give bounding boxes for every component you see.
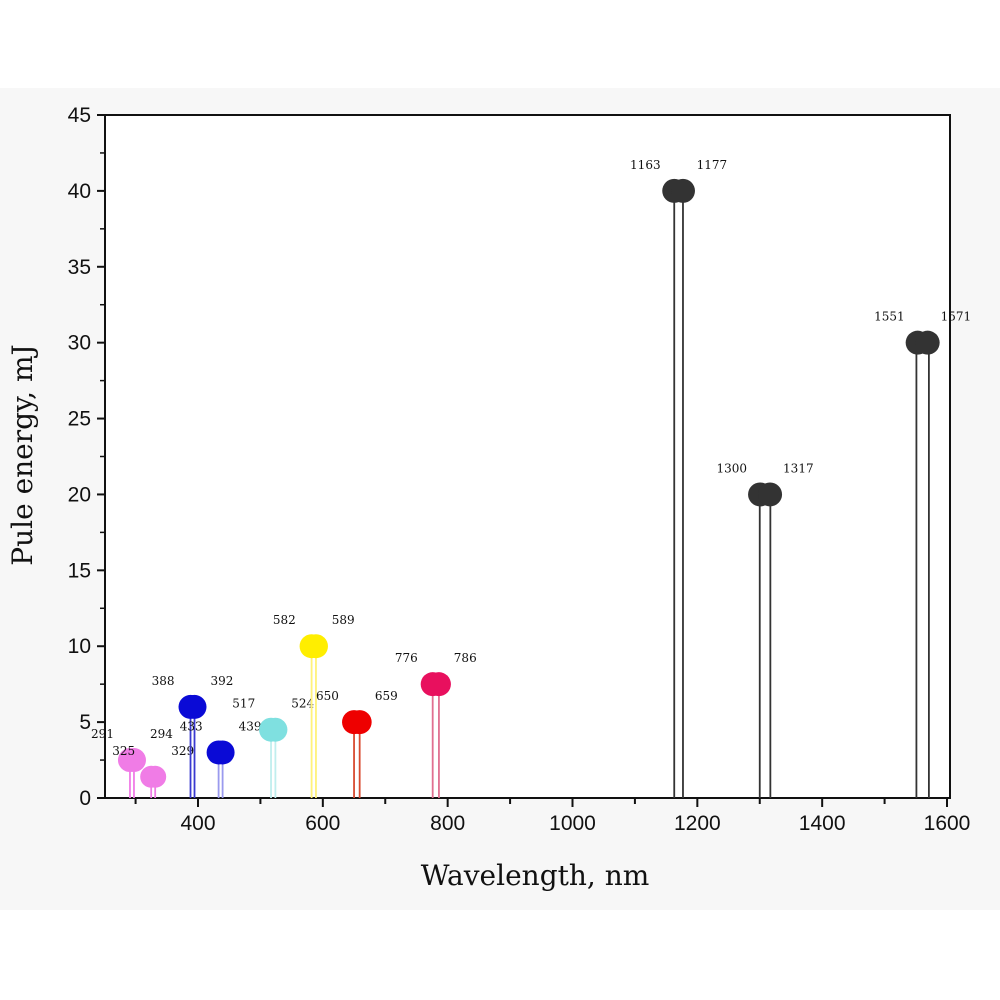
- stem-marker: [210, 740, 235, 765]
- stem-pair: 517 524: [232, 697, 314, 798]
- stem-pair: 1163 1177: [630, 158, 727, 798]
- y-tick-label: 15: [68, 559, 91, 582]
- peak-label: 1317: [783, 461, 814, 475]
- y-tick-label: 10: [68, 635, 91, 658]
- y-tick-label: 20: [68, 483, 91, 506]
- y-axis-label: Pule energy, mJ: [6, 344, 39, 565]
- peak-label: 291: [91, 727, 114, 741]
- stem-pair: 776 786: [395, 651, 477, 798]
- stem-pair: 1551 1571: [874, 310, 971, 798]
- stem-pair: 582 589: [273, 613, 355, 798]
- peak-label: 433: [180, 719, 203, 733]
- x-tick-label: 1000: [549, 812, 596, 835]
- y-tick-label: 45: [68, 104, 91, 127]
- peak-label: 589: [332, 613, 355, 627]
- peak-label: 1163: [630, 158, 661, 172]
- stem-pair: 1300 1317: [717, 461, 814, 798]
- y-tick-label: 5: [79, 711, 91, 734]
- peak-label: 1551: [874, 310, 905, 324]
- stem-marker: [758, 482, 783, 507]
- stem-marker: [915, 330, 940, 355]
- plot-area: [104, 114, 951, 799]
- stem-marker: [347, 710, 372, 735]
- peak-label: 524: [291, 697, 314, 711]
- peak-label: 325: [112, 744, 135, 758]
- stem-marker: [144, 765, 167, 788]
- stem-pair: 433 439: [180, 719, 262, 798]
- x-tick-label: 800: [430, 812, 465, 835]
- stem-marker: [121, 748, 146, 773]
- peak-label: 1177: [697, 158, 728, 172]
- y-tick-label: 25: [68, 408, 91, 431]
- x-tick-label: 1200: [674, 812, 721, 835]
- y-tick-label: 40: [68, 180, 91, 203]
- y-tick-label: 35: [68, 256, 91, 279]
- peak-label: 329: [171, 744, 194, 758]
- peak-label: 392: [211, 674, 234, 688]
- x-tick-label: 600: [305, 812, 340, 835]
- stem-marker: [182, 694, 207, 719]
- peak-label: 659: [375, 689, 398, 703]
- stem-marker: [303, 634, 328, 659]
- peak-label: 1300: [717, 461, 748, 475]
- peak-label: 1571: [941, 310, 972, 324]
- x-tick-label: 1400: [799, 812, 846, 835]
- stem-pair: 650 659: [316, 689, 398, 798]
- peak-label: 388: [152, 674, 175, 688]
- x-tick-label: 400: [180, 812, 215, 835]
- peak-label: 517: [232, 697, 255, 711]
- x-axis-label: Wavelength, nm: [421, 859, 650, 892]
- stem-marker: [263, 717, 288, 742]
- stem-pair: 388 392: [152, 674, 234, 798]
- y-tick-label: 30: [68, 332, 91, 355]
- stem-pair: 291 294: [91, 727, 173, 798]
- x-tick-label: 1600: [924, 812, 971, 835]
- y-tick-label: 0: [79, 787, 91, 810]
- peak-label: 650: [316, 689, 339, 703]
- peak-label: 786: [454, 651, 477, 665]
- stem-marker: [670, 178, 695, 203]
- peak-label: 582: [273, 613, 296, 627]
- peak-label: 776: [395, 651, 418, 665]
- stem-marker: [426, 672, 451, 697]
- peak-label: 294: [150, 727, 173, 741]
- stem-pair: 325 329: [112, 744, 194, 798]
- peak-label: 439: [239, 719, 262, 733]
